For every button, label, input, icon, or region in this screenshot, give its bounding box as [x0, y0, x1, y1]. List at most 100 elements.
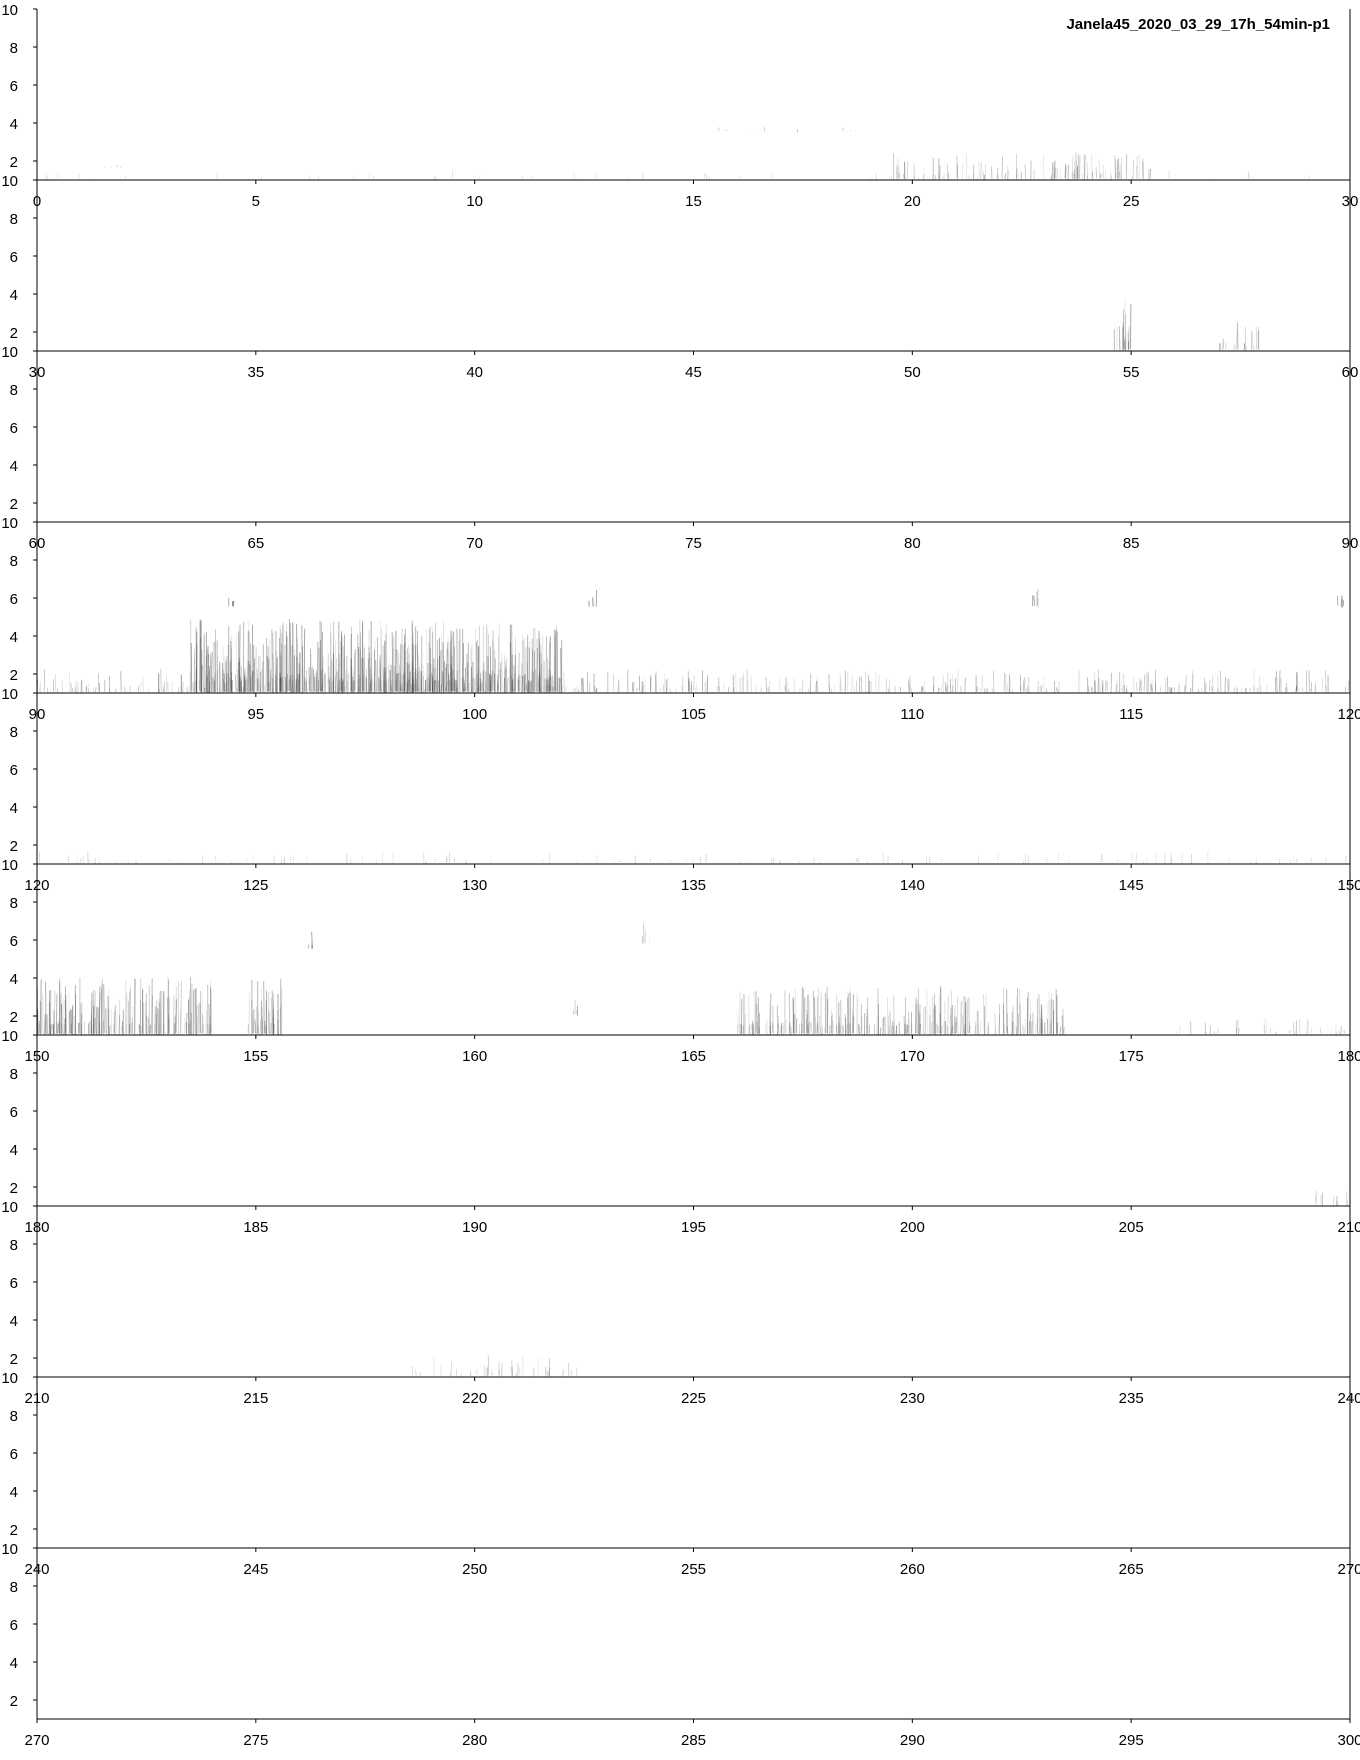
energy-stroke: [425, 684, 427, 692]
energy-stroke: [1115, 684, 1117, 693]
y-tick-label: 8: [10, 895, 18, 912]
energy-stroke: [976, 176, 978, 180]
x-tick-label: 215: [243, 1390, 268, 1407]
energy-stroke: [968, 1022, 970, 1034]
x-tick-label: 70: [466, 535, 483, 552]
x-tick-label: 35: [247, 364, 264, 381]
energy-stroke: [371, 679, 373, 692]
energy-stroke: [1224, 676, 1226, 693]
y-tick-label: 6: [10, 249, 18, 266]
energy-stroke: [206, 648, 208, 692]
energy-stroke: [359, 674, 361, 693]
energy-stroke: [229, 658, 232, 693]
y-tick-label: 2: [10, 1351, 18, 1368]
energy-stroke: [425, 861, 428, 864]
energy-stroke: [1125, 333, 1127, 350]
energy-stroke: [946, 164, 949, 179]
energy-stroke: [94, 990, 96, 1034]
energy-stroke: [289, 623, 292, 693]
x-tick-label: 80: [904, 535, 921, 552]
y-tick-label: 6: [10, 1446, 18, 1463]
page-title: Janela45_2020_03_29_17h_54min-p1: [1066, 16, 1330, 33]
energy-stroke: [808, 1022, 810, 1034]
energy-stroke: [149, 1024, 151, 1034]
energy-stroke: [1151, 683, 1153, 692]
energy-stroke: [1022, 683, 1025, 692]
sound-event-6-1: [36, 976, 212, 1036]
energy-stroke: [1245, 345, 1248, 351]
energy-stroke: [941, 1025, 943, 1034]
sound-event-1-2: [890, 152, 1151, 180]
x-tick-label: 125: [243, 877, 268, 894]
energy-stroke: [1256, 687, 1258, 692]
energy-stroke: [1027, 686, 1029, 693]
energy-stroke: [303, 628, 306, 692]
x-tick-label: 300: [1337, 1732, 1360, 1749]
y-tick-label: 2: [10, 1009, 18, 1026]
energy-stroke: [55, 994, 58, 1034]
y-tick-label: 8: [10, 1579, 18, 1596]
energy-stroke: [232, 601, 234, 607]
energy-stroke: [142, 676, 144, 692]
x-tick-label: 220: [462, 1390, 487, 1407]
energy-stroke: [960, 1001, 962, 1035]
energy-stroke: [846, 1024, 848, 1034]
energy-stroke: [991, 688, 994, 694]
energy-stroke: [360, 632, 362, 692]
energy-stroke: [322, 677, 325, 692]
energy-stroke: [888, 1008, 890, 1035]
energy-stroke: [548, 637, 551, 692]
energy-stroke: [293, 856, 295, 863]
energy-stroke: [177, 861, 179, 864]
energy-stroke: [950, 1014, 952, 1035]
energy-stroke: [708, 176, 710, 180]
energy-stroke: [840, 680, 842, 692]
energy-stroke: [398, 652, 400, 692]
energy-stroke: [699, 856, 701, 863]
energy-stroke: [1101, 680, 1104, 692]
energy-stroke: [402, 645, 404, 693]
energy-stroke: [991, 168, 993, 180]
energy-stroke: [1295, 685, 1297, 693]
energy-stroke: [75, 680, 77, 693]
energy-stroke: [1006, 1026, 1009, 1034]
energy-stroke: [1211, 686, 1213, 692]
energy-stroke: [1091, 154, 1093, 180]
energy-stroke: [922, 686, 924, 692]
energy-stroke: [240, 678, 243, 692]
x-tick-label: 40: [466, 364, 483, 381]
y-tick-label: 8: [10, 40, 18, 57]
energy-stroke: [260, 987, 262, 1035]
energy-stroke: [238, 661, 240, 692]
y-tick-label: 8: [10, 1066, 18, 1083]
energy-stroke: [1019, 1003, 1021, 1035]
x-tick-label: 275: [243, 1732, 268, 1749]
energy-stroke: [199, 619, 201, 692]
energy-stroke: [946, 672, 949, 693]
y-tick-label: 6: [10, 591, 18, 608]
energy-stroke: [408, 663, 411, 692]
energy-stroke: [311, 942, 313, 948]
energy-stroke: [903, 174, 905, 179]
energy-stroke: [1295, 1020, 1298, 1035]
x-tick-label: 45: [685, 364, 702, 381]
energy-stroke: [363, 647, 366, 692]
y-tick-label: 4: [10, 116, 18, 133]
x-tick-label: 145: [1119, 877, 1144, 894]
sound-event-6-5: [737, 985, 1065, 1036]
energy-stroke: [461, 628, 464, 692]
energy-stroke: [188, 1000, 190, 1035]
energy-stroke: [309, 174, 311, 180]
x-tick-label: 160: [462, 1048, 487, 1065]
energy-stroke: [1125, 154, 1128, 180]
energy-stroke: [57, 1023, 59, 1034]
energy-stroke: [249, 643, 252, 693]
y-tick-label: 10: [1, 344, 18, 361]
energy-stroke: [1286, 682, 1288, 692]
y-tick-label: 4: [10, 971, 18, 988]
y-tick-label: 10: [1, 1199, 18, 1216]
energy-stroke: [1118, 171, 1120, 179]
energy-stroke: [252, 855, 254, 863]
